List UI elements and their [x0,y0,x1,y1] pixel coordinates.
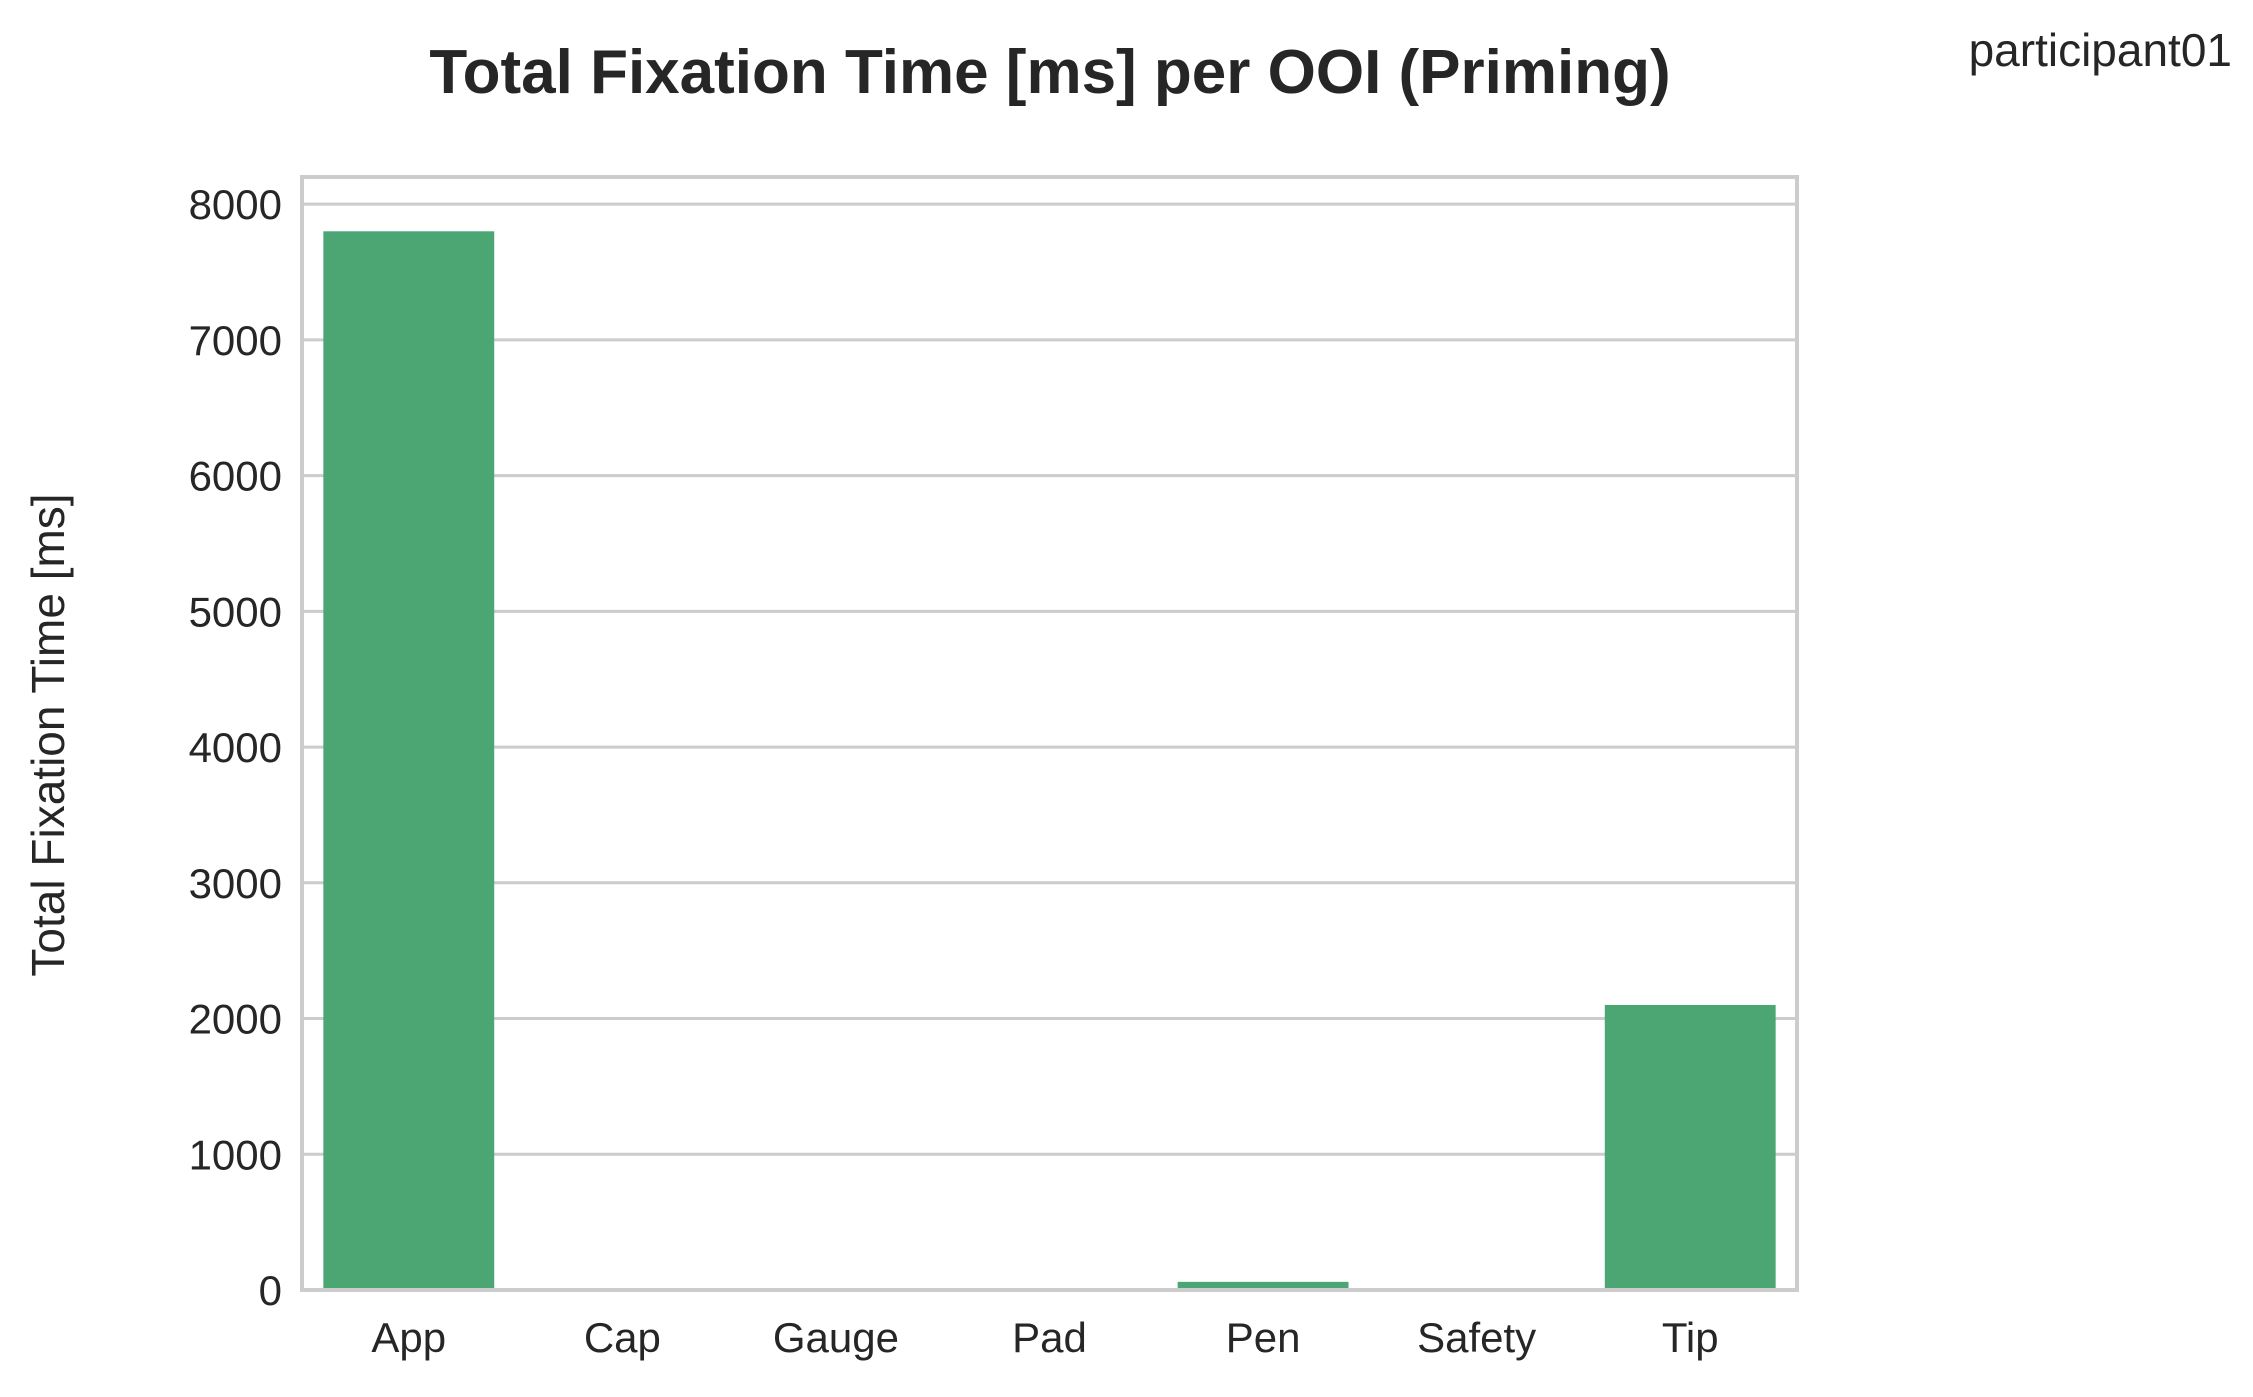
bar-tip [1604,1004,1776,1290]
y-tick-label: 8000 [189,181,282,228]
x-tick-label-gauge: Gauge [773,1314,899,1361]
x-tick-label-safety: Safety [1417,1314,1536,1361]
y-tick-label: 4000 [189,724,282,771]
x-tick-label-cap: Cap [584,1314,661,1361]
bar-app [323,231,495,1290]
y-tick-label: 2000 [189,996,282,1043]
y-tick-label: 0 [259,1267,282,1314]
y-tick-label: 3000 [189,860,282,907]
y-axis-label: Total Fixation Time [ms] [22,493,74,976]
y-tick-label: 7000 [189,317,282,364]
y-tick-label: 1000 [189,1131,282,1178]
x-tick-label-app: App [371,1314,446,1361]
y-tick-label: 5000 [189,588,282,635]
x-tick-label-tip: Tip [1662,1314,1719,1361]
chart-title: Total Fixation Time [ms] per OOI (Primin… [429,38,1670,107]
plot-frame [300,175,1799,1292]
x-tick-labels: App Cap Gauge Pad Pen Safety Tip [371,1314,1718,1361]
bar-pen [1177,1281,1349,1290]
x-tick-label-pad: Pad [1012,1314,1087,1361]
y-tick-labels: 0 1000 2000 3000 4000 5000 6000 7000 8000 [189,181,282,1314]
bars [323,231,1776,1290]
x-tick-label-pen: Pen [1226,1314,1301,1361]
y-tick-label: 6000 [189,453,282,500]
participant-label: participant01 [1969,24,2232,76]
gridlines [302,202,1797,1292]
